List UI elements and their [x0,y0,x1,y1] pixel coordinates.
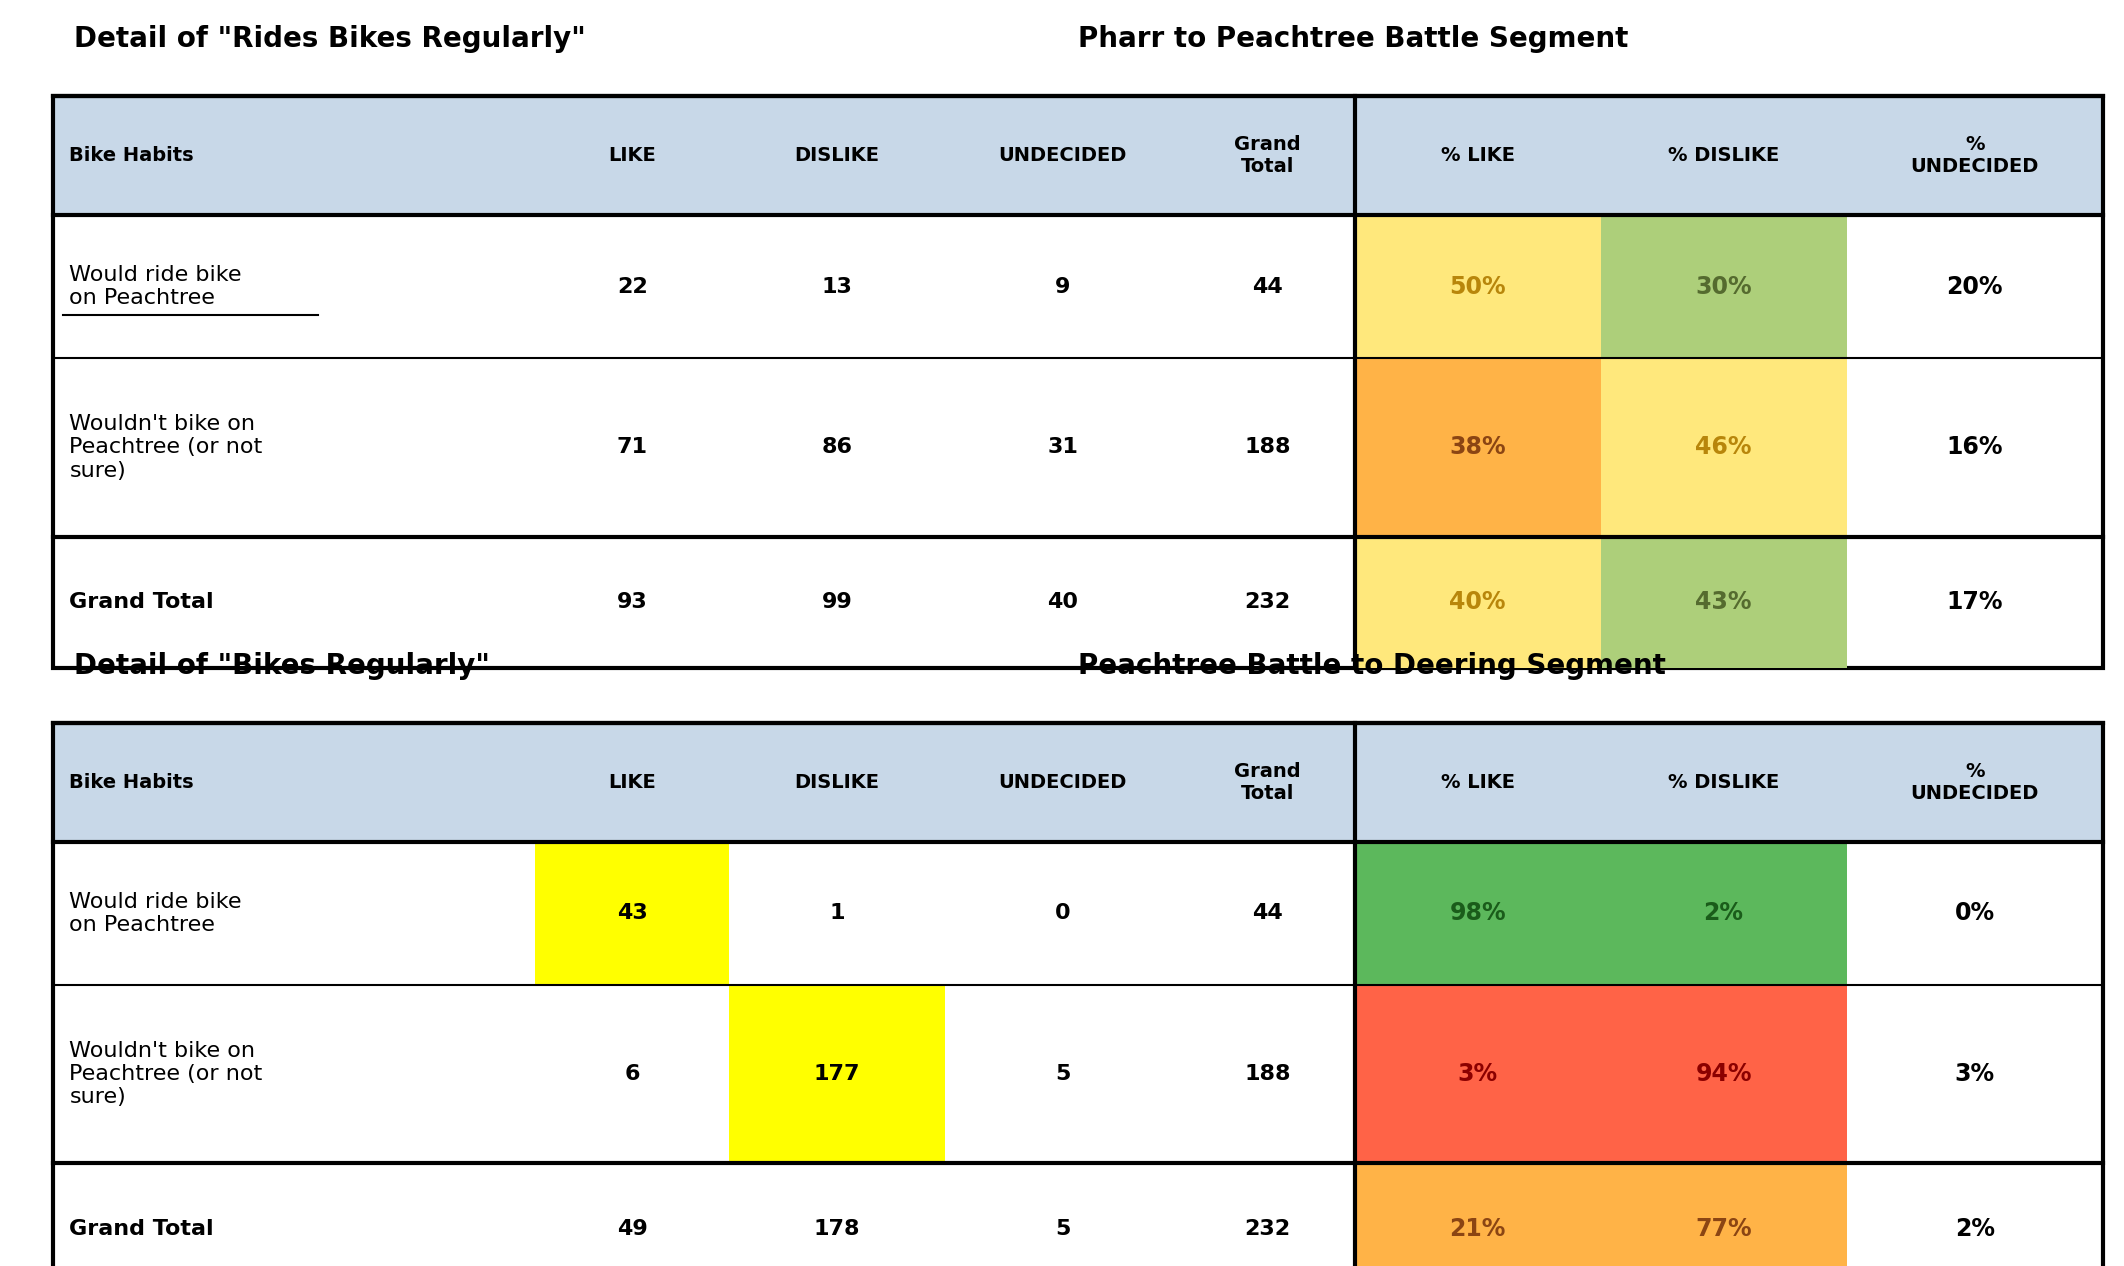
Text: Wouldn't bike on
Peachtree (or not
sure): Wouldn't bike on Peachtree (or not sure) [70,414,263,481]
Text: 71: 71 [616,438,648,457]
Text: UNDECIDED: UNDECIDED [998,147,1126,166]
Text: 46%: 46% [1695,436,1752,460]
Text: 232: 232 [1245,592,1291,611]
Text: 0: 0 [1056,904,1070,923]
Text: 5: 5 [1056,1065,1070,1084]
Bar [1355,842,1601,985]
Text: Peachtree Battle to Deering Segment: Peachtree Battle to Deering Segment [1077,652,1665,680]
Text: LIKE: LIKE [607,147,656,166]
Text: 38%: 38% [1449,436,1506,460]
Bar [1355,215,1601,358]
Text: 43%: 43% [1695,590,1752,614]
Text: 40%: 40% [1449,590,1506,614]
Text: 232: 232 [1245,1219,1291,1238]
Text: 77%: 77% [1695,1217,1752,1241]
Bar [53,96,2103,215]
Bar [1355,358,1601,537]
Text: Grand Total: Grand Total [70,592,215,611]
Text: 2%: 2% [1703,901,1744,925]
Text: 17%: 17% [1946,590,2003,614]
Text: %
UNDECIDED: % UNDECIDED [1909,762,2039,803]
Text: 20%: 20% [1946,275,2003,299]
Bar [1601,215,1846,358]
Text: 188: 188 [1245,438,1291,457]
Text: 3%: 3% [1457,1062,1497,1086]
Bar [535,842,729,985]
Bar [1355,1163,1601,1266]
Bar [1601,537,1846,667]
Text: Bike Habits: Bike Habits [70,147,193,166]
Text: Detail of "Rides Bikes Regularly": Detail of "Rides Bikes Regularly" [74,25,586,53]
Bar [1355,985,1601,1163]
Text: 16%: 16% [1946,436,2003,460]
Bar [53,723,2103,842]
Text: 5: 5 [1056,1219,1070,1238]
Text: Would ride bike
on Peachtree: Would ride bike on Peachtree [70,891,242,936]
Text: 44: 44 [1253,277,1283,296]
Text: 86: 86 [822,438,852,457]
Text: DISLIKE: DISLIKE [794,147,879,166]
Text: 9: 9 [1056,277,1070,296]
Text: %
UNDECIDED: % UNDECIDED [1909,135,2039,176]
Text: 50%: 50% [1449,275,1506,299]
Text: Grand
Total: Grand Total [1234,135,1300,176]
Text: % LIKE: % LIKE [1440,774,1514,793]
Text: 98%: 98% [1449,901,1506,925]
Text: 2%: 2% [1954,1217,1994,1241]
Text: Pharr to Peachtree Battle Segment: Pharr to Peachtree Battle Segment [1077,25,1629,53]
Text: Grand
Total: Grand Total [1234,762,1300,803]
Text: Wouldn't bike on
Peachtree (or not
sure): Wouldn't bike on Peachtree (or not sure) [70,1041,263,1108]
Text: DISLIKE: DISLIKE [794,774,879,793]
Text: % DISLIKE: % DISLIKE [1667,774,1780,793]
Text: 40: 40 [1047,592,1079,611]
Text: 31: 31 [1047,438,1079,457]
Text: % DISLIKE: % DISLIKE [1667,147,1780,166]
Text: 177: 177 [813,1065,860,1084]
Text: 188: 188 [1245,1065,1291,1084]
Bar [1601,985,1846,1163]
Text: 94%: 94% [1695,1062,1752,1086]
Text: 93: 93 [616,592,648,611]
Text: 6: 6 [624,1065,639,1084]
Text: 49: 49 [616,1219,648,1238]
Text: 30%: 30% [1695,275,1752,299]
Text: 21%: 21% [1449,1217,1506,1241]
Bar [729,985,945,1163]
Text: 99: 99 [822,592,852,611]
Bar [1601,358,1846,537]
Text: LIKE: LIKE [607,774,656,793]
Text: Bike Habits: Bike Habits [70,774,193,793]
Text: 0%: 0% [1954,901,1994,925]
Text: % LIKE: % LIKE [1440,147,1514,166]
Text: 3%: 3% [1954,1062,1994,1086]
Text: Detail of "Bikes Regularly": Detail of "Bikes Regularly" [74,652,489,680]
Bar [1355,537,1601,667]
Text: 22: 22 [616,277,648,296]
Text: 43: 43 [616,904,648,923]
Bar [1601,1163,1846,1266]
Text: Grand Total: Grand Total [70,1219,215,1238]
Bar [1601,842,1846,985]
Text: UNDECIDED: UNDECIDED [998,774,1126,793]
Text: 1: 1 [828,904,845,923]
Text: Would ride bike
on Peachtree: Would ride bike on Peachtree [70,265,242,309]
Text: 13: 13 [822,277,852,296]
Text: 44: 44 [1253,904,1283,923]
Text: 178: 178 [813,1219,860,1238]
